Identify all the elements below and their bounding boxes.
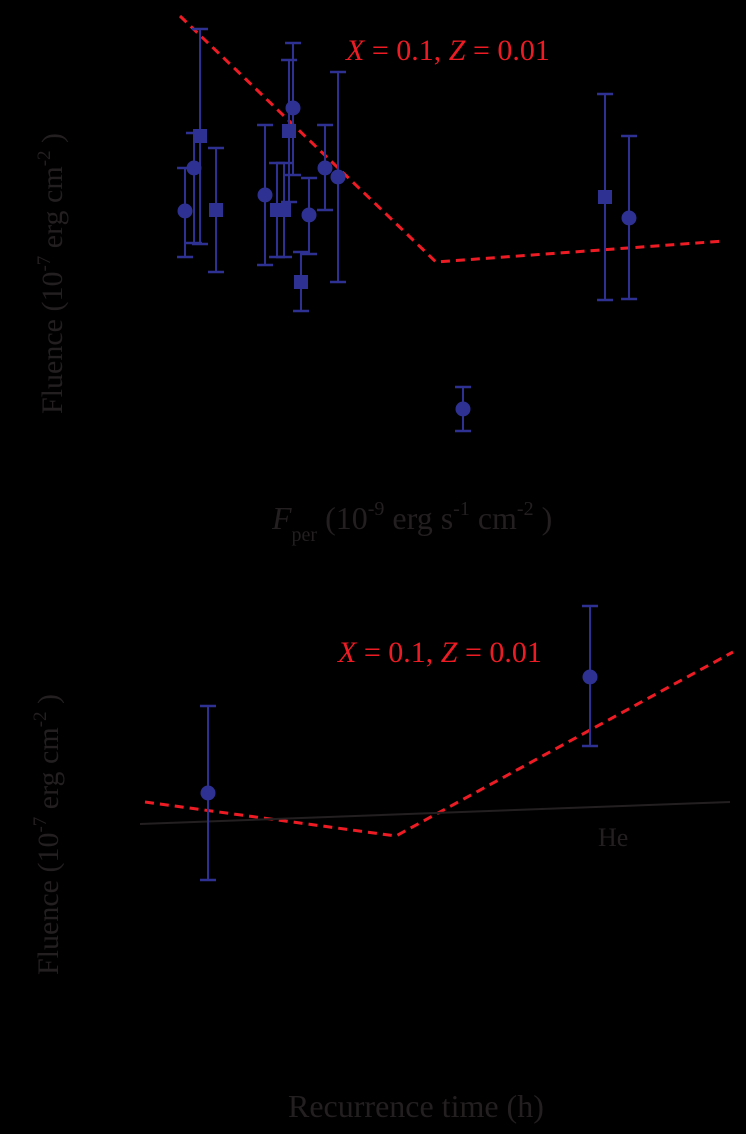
square-marker-icon <box>209 203 223 217</box>
square-marker-icon <box>193 129 207 143</box>
square-marker-icon <box>294 275 308 289</box>
top-x-axis-label: Fper (10-9 erg s-1 cm-2 ) <box>272 498 553 546</box>
circle-marker-icon <box>582 669 598 685</box>
he-solid-line <box>139 801 731 825</box>
circle-marker-icon <box>455 401 471 417</box>
bottom-chart-panel: Fluence (10-7 erg cm-2 ) Recurrence time… <box>0 560 746 1134</box>
data-point <box>582 604 598 748</box>
data-point <box>200 704 216 882</box>
bottom-plot-area <box>139 604 734 882</box>
bottom-model-annotation: X = 0.1, Z = 0.01 <box>338 636 542 669</box>
data-point <box>276 161 292 259</box>
bottom-x-axis-label: Recurrence time (h) <box>288 1088 544 1124</box>
data-point <box>597 92 613 302</box>
bottom-y-axis-label: Fluence (10-7 erg cm-2 ) <box>30 693 65 975</box>
square-marker-icon <box>277 203 291 217</box>
top-chart-panel: Fluence (10-7 erg cm-2 ) Fper (10-9 erg … <box>0 0 746 560</box>
circle-marker-icon <box>186 160 202 176</box>
data-point <box>455 385 471 433</box>
circle-marker-icon <box>177 203 193 219</box>
data-point <box>208 146 224 274</box>
circle-marker-icon <box>317 160 333 176</box>
data-point <box>317 123 333 212</box>
circle-marker-icon <box>330 169 346 185</box>
circle-marker-icon <box>285 100 301 116</box>
circle-marker-icon <box>257 187 273 203</box>
data-point <box>301 176 317 256</box>
data-point <box>192 27 208 246</box>
top-y-axis-label: Fluence (10-7 erg cm-2 ) <box>34 132 69 414</box>
circle-marker-icon <box>200 785 216 801</box>
circle-marker-icon <box>621 210 637 226</box>
he-line-label: He <box>598 823 629 852</box>
data-point <box>330 70 346 284</box>
top-plot-area <box>177 14 725 433</box>
data-point <box>293 250 309 313</box>
square-marker-icon <box>598 190 612 204</box>
data-point <box>621 134 637 301</box>
top-model-annotation: X = 0.1, Z = 0.01 <box>346 34 550 67</box>
data-point <box>285 41 301 177</box>
data-point <box>257 123 273 267</box>
model-dashed-line <box>144 650 734 838</box>
circle-marker-icon <box>301 207 317 223</box>
